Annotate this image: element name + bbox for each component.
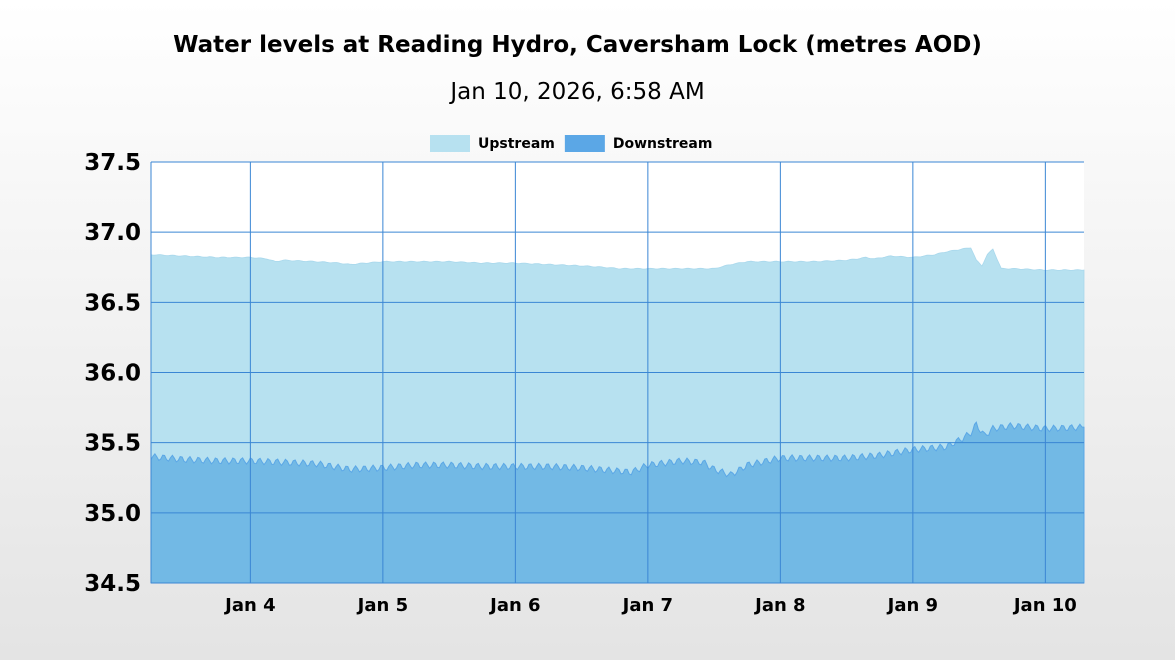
y-tick-label: 35.0 bbox=[84, 501, 141, 527]
legend-swatch-downstream bbox=[564, 135, 605, 152]
y-tick-label: 37.0 bbox=[84, 220, 141, 246]
x-tick-label: Jan 7 bbox=[621, 595, 673, 616]
x-axis-ticks: Jan 4 Jan 5 Jan 6 Jan 7 Jan 8 Jan 9 Jan 10 bbox=[223, 595, 1077, 616]
y-axis-ticks: 37.5 37.0 36.5 36.0 35.5 35.0 34.5 bbox=[84, 150, 141, 597]
legend-label-upstream: Upstream bbox=[478, 136, 555, 152]
x-tick-label: Jan 9 bbox=[886, 595, 938, 616]
y-tick-label: 34.5 bbox=[84, 571, 141, 597]
chart-subtitle: Jan 10, 2026, 6:58 AM bbox=[450, 79, 705, 105]
x-tick-label: Jan 6 bbox=[488, 595, 540, 616]
y-tick-label: 36.0 bbox=[84, 361, 141, 387]
y-tick-label: 35.5 bbox=[84, 431, 141, 457]
x-tick-label: Jan 10 bbox=[1012, 595, 1077, 616]
legend-swatch-upstream bbox=[430, 135, 470, 152]
series-area-downstream bbox=[150, 421, 1085, 584]
y-tick-label: 37.5 bbox=[84, 150, 141, 176]
legend-label-downstream: Downstream bbox=[613, 136, 713, 152]
x-tick-label: Jan 8 bbox=[753, 595, 805, 616]
legend: Upstream Downstream bbox=[430, 135, 712, 152]
x-tick-label: Jan 4 bbox=[223, 595, 275, 616]
series-areas bbox=[150, 247, 1085, 584]
grid-lines bbox=[150, 161, 1084, 584]
y-tick-label: 36.5 bbox=[84, 290, 141, 316]
chart-title: Water levels at Reading Hydro, Caversham… bbox=[173, 32, 982, 58]
x-tick-label: Jan 5 bbox=[356, 595, 408, 616]
